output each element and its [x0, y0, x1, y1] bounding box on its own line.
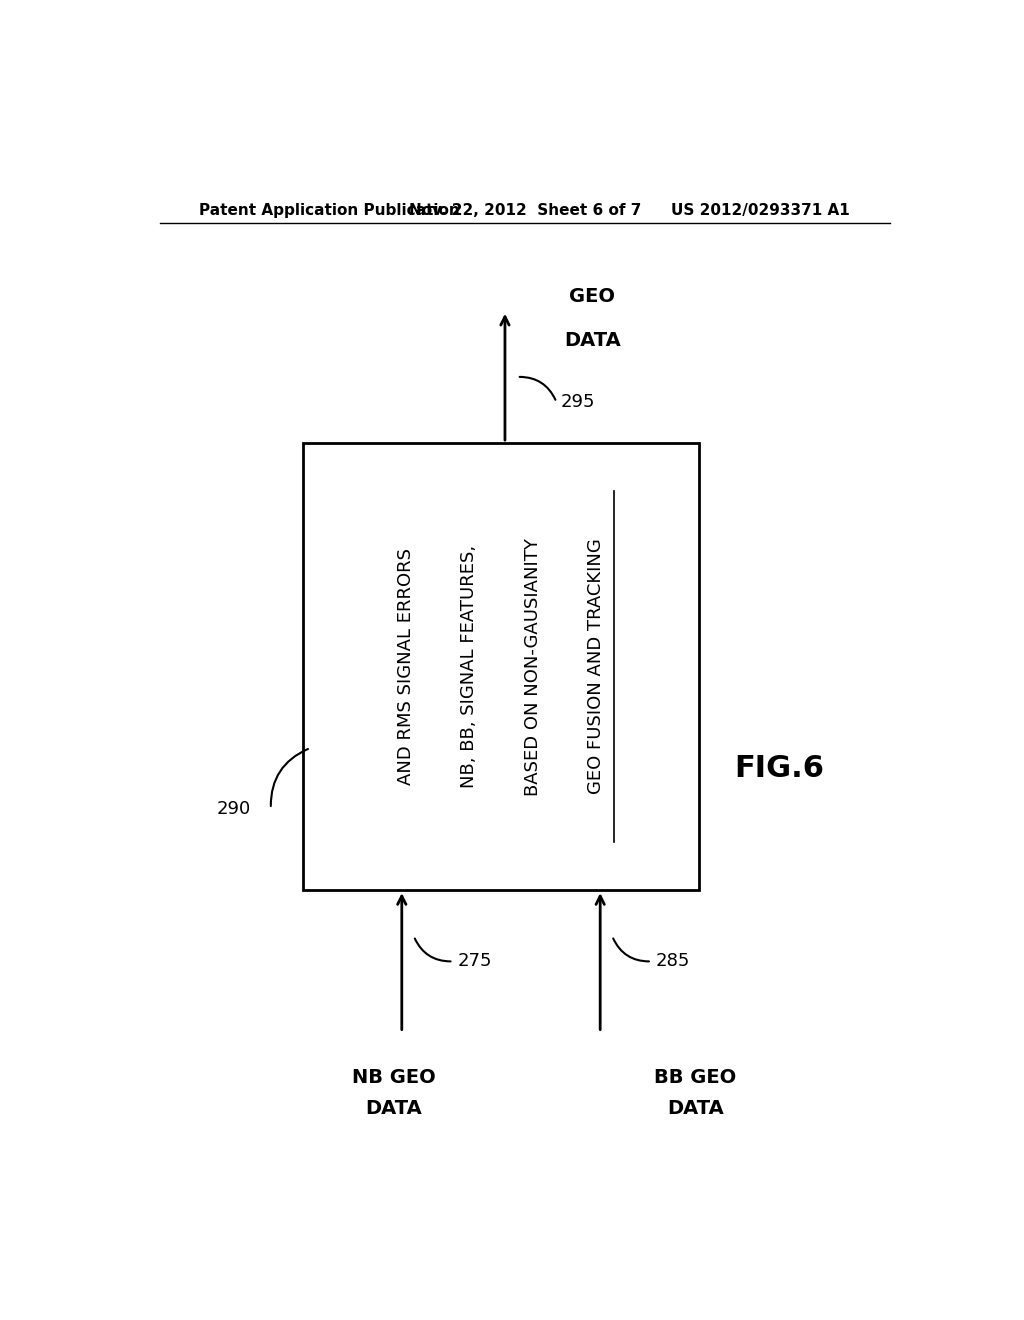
Text: NB GEO: NB GEO — [352, 1068, 436, 1088]
Text: NB, BB, SIGNAL FEATURES,: NB, BB, SIGNAL FEATURES, — [460, 545, 478, 788]
Text: DATA: DATA — [667, 1098, 724, 1118]
Text: 285: 285 — [655, 952, 690, 970]
Text: DATA: DATA — [564, 331, 621, 350]
Text: BASED ON NON-GAUSIANITY: BASED ON NON-GAUSIANITY — [523, 537, 542, 796]
Text: BB GEO: BB GEO — [654, 1068, 736, 1088]
Text: US 2012/0293371 A1: US 2012/0293371 A1 — [672, 203, 850, 218]
Text: Patent Application Publication: Patent Application Publication — [200, 203, 460, 218]
Text: AND RMS SIGNAL ERRORS: AND RMS SIGNAL ERRORS — [396, 548, 415, 785]
Text: Nov. 22, 2012  Sheet 6 of 7: Nov. 22, 2012 Sheet 6 of 7 — [409, 203, 641, 218]
Text: 290: 290 — [217, 800, 251, 818]
Text: GEO FUSION AND TRACKING: GEO FUSION AND TRACKING — [587, 539, 605, 795]
Bar — [303, 444, 699, 890]
Text: 295: 295 — [560, 393, 595, 412]
Text: DATA: DATA — [366, 1098, 422, 1118]
Text: FIG.6: FIG.6 — [734, 754, 823, 783]
Text: 275: 275 — [458, 952, 492, 970]
Text: GEO: GEO — [569, 286, 615, 306]
